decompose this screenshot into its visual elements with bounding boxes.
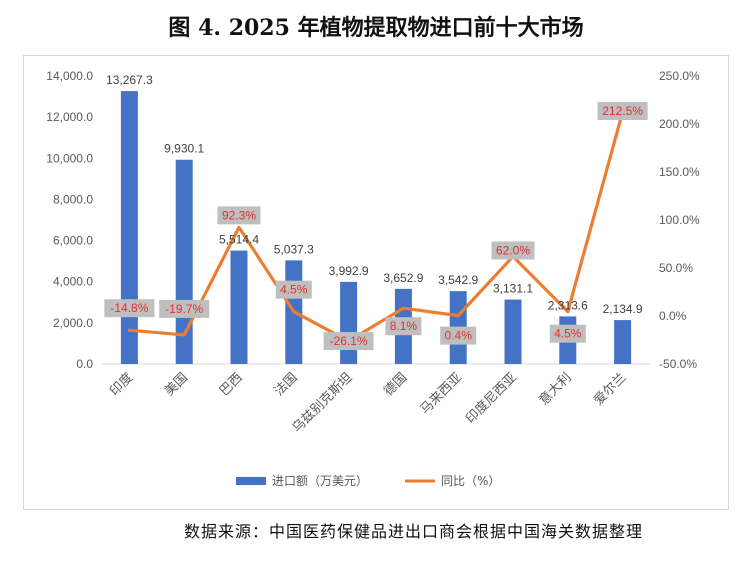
pct-label: 4.5%: [280, 283, 308, 297]
y-right-tick-label: 100.0%: [659, 213, 700, 227]
y-left-tick-label: 2,000.0: [53, 316, 93, 330]
y-left-tick-label: 10,000.0: [46, 151, 93, 165]
pct-label-box: [440, 326, 477, 345]
pct-label-box: [104, 299, 155, 318]
legend-line-label: 同比（%）: [441, 474, 500, 488]
pct-label-box: [385, 317, 422, 336]
bar-value-label: 3,131.1: [493, 282, 533, 296]
pct-label: 0.4%: [445, 329, 473, 343]
bar: [230, 250, 248, 364]
bar: [340, 281, 358, 364]
pct-label: 212.5%: [602, 104, 643, 118]
bar-value-label: 5,037.3: [274, 242, 314, 256]
bar-value-label: 13,267.3: [106, 73, 153, 87]
y-left-tick-label: 8,000.0: [53, 192, 93, 206]
bar: [504, 299, 522, 364]
y-left-tick-label: 6,000.0: [53, 234, 93, 248]
category-label: 爱尔兰: [591, 370, 629, 408]
category-label: 法国: [272, 370, 301, 399]
y-left-tick-label: 14,000.0: [46, 69, 93, 83]
y-right-tick-label: -50.0%: [659, 357, 697, 371]
bar-value-label: 5,514.4: [219, 233, 259, 247]
chart-area: [23, 55, 729, 510]
category-label: 德国: [381, 370, 410, 399]
category-label: 印度: [107, 370, 137, 400]
legend-bar-swatch: [236, 477, 266, 485]
yoy-line: [127, 110, 625, 343]
pct-label: 8.1%: [390, 319, 418, 333]
bar-value-label: 3,652.9: [383, 271, 423, 285]
bar-value-label: 2,134.9: [603, 302, 643, 316]
pct-label: -26.1%: [330, 334, 368, 348]
pct-label-box: [275, 280, 312, 299]
y-right-tick-label: 150.0%: [659, 165, 700, 179]
chart-title: 图 4. 2025 年植物提取物进口前十大市场: [168, 15, 584, 41]
pct-label-box: [549, 324, 586, 343]
y-left-tick-label: 12,000.0: [46, 110, 93, 124]
pct-label: -19.7%: [165, 302, 203, 316]
category-label: 印度尼西亚: [463, 370, 520, 427]
pct-label-box: [491, 241, 535, 260]
y-left-tick-label: 4,000.0: [53, 275, 93, 289]
bar-value-label: 2,313.6: [548, 298, 588, 312]
y-right-tick-label: 250.0%: [659, 69, 700, 83]
bar: [120, 91, 138, 364]
y-right-tick-label: 50.0%: [659, 261, 693, 275]
pct-label-box: [597, 102, 648, 120]
pct-label-box: [323, 332, 374, 351]
y-right-tick-label: 200.0%: [659, 117, 700, 131]
pct-label-box: [159, 299, 210, 318]
data-source-note: 数据来源：中国医药保健品进出口商会根据中国海关数据整理: [184, 522, 644, 541]
pct-label: 4.5%: [554, 327, 582, 341]
bar-value-label: 3,992.9: [329, 264, 369, 278]
y-left-tick-label: 0.0: [76, 357, 93, 371]
y-right-tick-label: 0.0%: [659, 309, 687, 323]
category-label: 马来西亚: [418, 370, 465, 417]
pct-label: -14.8%: [110, 301, 148, 315]
category-label: 意大利: [536, 370, 575, 409]
legend-bar-label: 进口额（万美元）: [272, 474, 368, 488]
bar-value-label: 9,930.1: [164, 142, 204, 156]
pct-label: 92.3%: [222, 208, 256, 222]
pct-label-box: [217, 206, 261, 225]
bar: [614, 320, 632, 364]
pct-label: 62.0%: [496, 243, 530, 257]
category-label: 巴西: [217, 370, 246, 399]
category-label: 美国: [162, 370, 191, 399]
bar-value-label: 3,542.9: [438, 273, 478, 287]
